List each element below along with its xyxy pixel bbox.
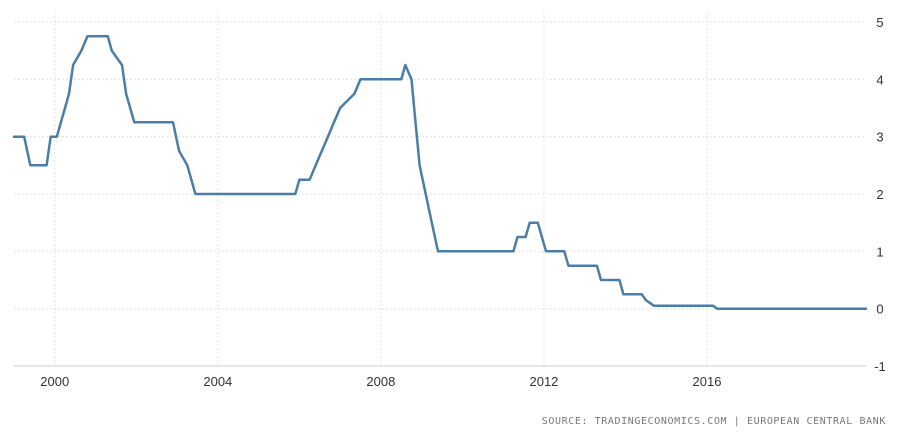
x-tick-label: 2016 [693,374,722,389]
x-tick-label: 2000 [40,374,69,389]
x-axis-ticks: 2000 2004 2008 2012 2016 [40,374,721,389]
y-tick-label: 0 [876,302,883,317]
y-tick-label: -1 [874,359,886,374]
y-tick-label: 5 [876,15,883,30]
y-tick-label: 3 [876,130,883,145]
source-credit: SOURCE: TRADINGECONOMICS.COM | EUROPEAN … [542,416,886,427]
series-layer [12,35,868,310]
y-tick-label: 1 [876,244,883,259]
y-tick-label: 2 [876,187,883,202]
x-tick-label: 2004 [203,374,232,389]
grid [14,12,866,367]
series-line [12,35,868,310]
y-axis-ticks: 5 4 3 2 1 0 -1 [874,15,886,374]
x-tick-label: 2008 [366,374,395,389]
y-tick-label: 4 [876,72,883,87]
x-tick-label: 2012 [529,374,558,389]
